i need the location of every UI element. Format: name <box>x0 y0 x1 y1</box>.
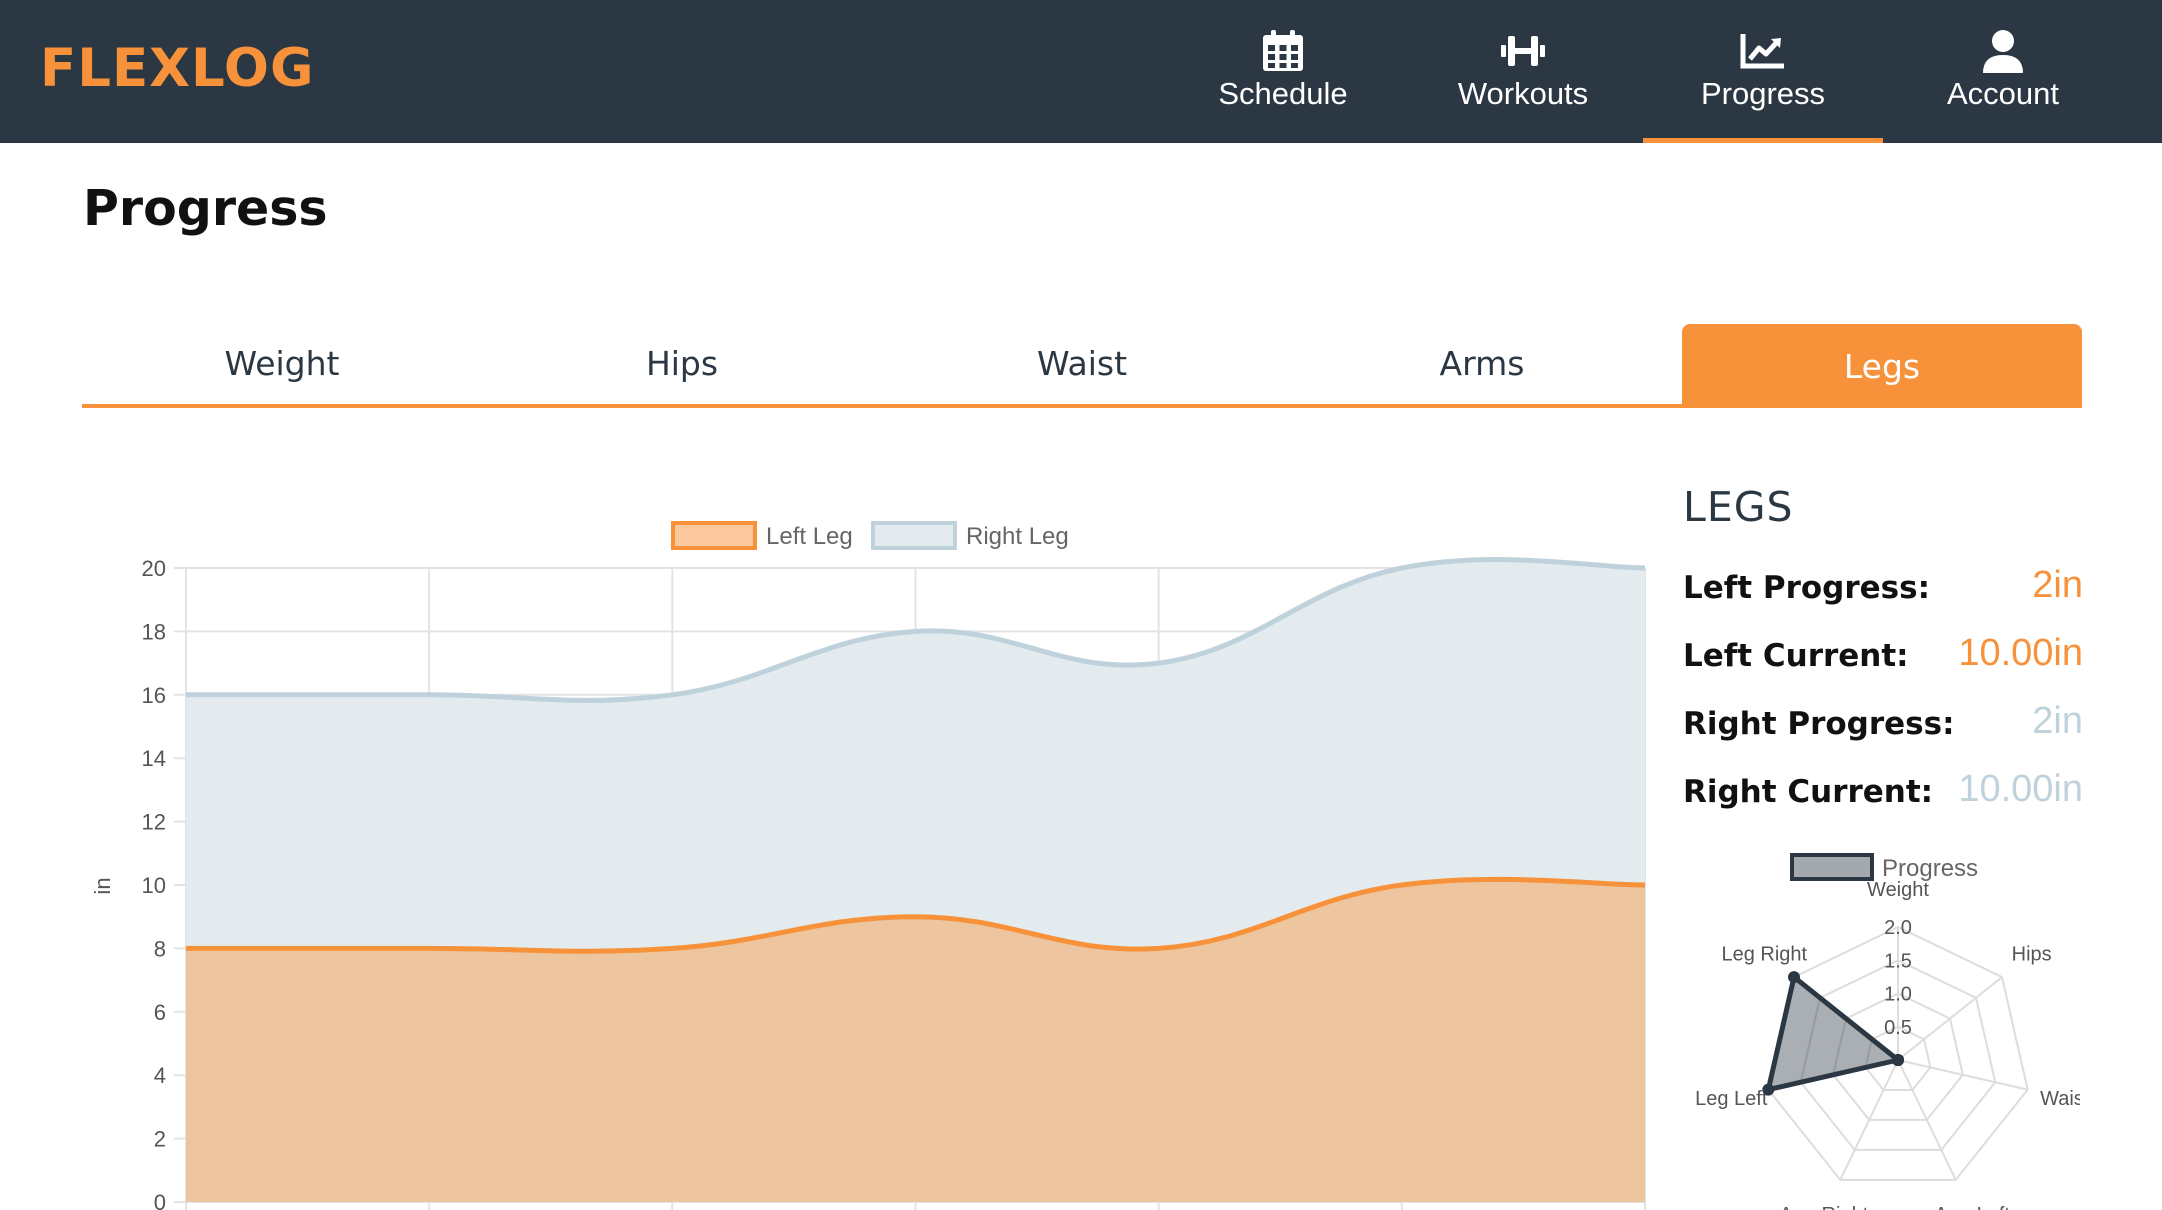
radar-tick-label: 1.0 <box>1884 984 1912 1006</box>
y-tick-label: 16 <box>142 683 166 708</box>
y-tick-label: 20 <box>142 556 166 581</box>
y-tick-label: 18 <box>142 619 166 644</box>
stat-right-current: Right Current: 10.00in <box>1683 768 2083 834</box>
tab-hips[interactable]: Hips <box>645 344 719 383</box>
y-axis-ticks: 0 2 4 6 8 10 12 14 16 18 20 <box>142 556 166 1210</box>
area-left-leg <box>186 879 1645 1202</box>
radar-point <box>1762 1083 1775 1096</box>
radar-scale-ticks: 0.5 1.0 1.5 2.0 <box>1884 917 1912 1039</box>
chart-line-icon <box>1740 34 1784 69</box>
radar-axis-label: Waist <box>2040 1088 2080 1110</box>
stat-right-progress: Right Progress: 2in <box>1683 700 2083 766</box>
nav-progress-label: Progress <box>1700 76 1826 111</box>
stat-value: 10.00in <box>1958 768 2083 810</box>
y-tick-label: 4 <box>154 1063 166 1088</box>
stat-left-current: Left Current: 10.00in <box>1683 632 2083 698</box>
stat-value: 10.00in <box>1958 632 2083 674</box>
calendar-icon <box>1263 30 1303 71</box>
legend-swatch-left-leg[interactable] <box>671 521 757 550</box>
radar-tick-label: 0.5 <box>1884 1017 1912 1039</box>
radar-ring <box>1832 992 1964 1121</box>
nav-workouts[interactable]: Workouts <box>1403 0 1643 143</box>
top-navbar: FLEXLOG Schedule Workouts <box>0 0 2162 143</box>
stat-value: 2in <box>2032 564 2083 606</box>
radar-axis-label: Arm Right <box>1779 1204 1868 1210</box>
y-tick-label: 12 <box>142 810 166 835</box>
y-tick-label: 8 <box>154 936 166 961</box>
y-axis-label: in <box>90 877 115 894</box>
line-left-leg <box>185 876 1646 954</box>
legend-swatch-right-leg[interactable] <box>871 521 957 550</box>
radar-spoke <box>1839 1059 1899 1181</box>
radar-ring <box>1799 959 1997 1151</box>
radar-ring <box>1864 1025 1932 1091</box>
legend-label-right-leg: Right Leg <box>966 523 1069 550</box>
legend-label-progress: Progress <box>1882 855 1978 882</box>
y-tick-label: 6 <box>154 1000 166 1025</box>
radar-axis-label: Arm Left <box>1934 1204 2010 1210</box>
page-title: Progress <box>83 180 328 237</box>
tab-weight[interactable]: Weight <box>224 344 340 383</box>
radar-tick-label: 2.0 <box>1884 917 1912 939</box>
tab-legs[interactable]: Legs <box>1682 324 2082 404</box>
stat-left-progress: Left Progress: 2in <box>1683 564 2083 630</box>
radar-points <box>1762 971 1904 1096</box>
nav-workouts-label: Workouts <box>1457 76 1589 111</box>
radar-axis-label: Leg Left <box>1695 1088 1768 1110</box>
progress-radar-chart: Progress Weight Hips Waist Arm Left Arm Righ… <box>1695 853 2080 1210</box>
radar-tick-label: 1.5 <box>1884 950 1912 972</box>
measurement-tabs: Weight Hips Waist Arms Legs <box>82 324 2082 408</box>
stat-label: Right Current: <box>1683 774 1934 810</box>
user-icon <box>1983 30 2023 73</box>
dumbbell-icon <box>1501 36 1545 66</box>
line-right-leg <box>185 557 1646 703</box>
radar-point <box>1788 971 1801 984</box>
radar-spoke <box>1897 976 2003 1061</box>
radar-point <box>1892 1054 1904 1066</box>
legs-summary-title: LEGS <box>1683 483 1794 531</box>
legend-swatch-progress[interactable] <box>1790 853 1874 881</box>
stat-label: Right Progress: <box>1683 706 1955 742</box>
brand-logo[interactable]: FLEXLOG <box>40 38 315 99</box>
nav-progress[interactable]: Progress <box>1643 0 1883 143</box>
stat-label: Left Progress: <box>1683 570 1930 606</box>
stat-value: 2in <box>2032 700 2083 742</box>
nav-account[interactable]: Account <box>1883 0 2123 143</box>
tab-arms[interactable]: Arms <box>1439 344 1525 383</box>
legs-line-chart: Left Leg Right Leg 0 2 4 6 8 10 12 14 16 18 20 in <box>90 521 1646 1210</box>
radar-axis-label: Weight <box>1867 879 1929 901</box>
y-tick-label: 2 <box>154 1127 166 1152</box>
radar-axis-label: Leg Right <box>1721 943 1807 965</box>
nav-account-label: Account <box>1946 76 2059 111</box>
y-tick-label: 14 <box>142 746 166 771</box>
nav-schedule-label: Schedule <box>1218 76 1348 111</box>
tab-waist[interactable]: Waist <box>1036 344 1128 383</box>
radar-progress-polygon <box>1765 974 1901 1093</box>
legend-label-left-leg: Left Leg <box>766 523 853 550</box>
radar-spoke <box>1897 1059 1957 1181</box>
radar-axis-labels: Weight Hips Waist Arm Left Arm Right Leg Left… <box>1695 879 2080 1210</box>
y-tick-label: 10 <box>142 873 166 898</box>
nav-schedule[interactable]: Schedule <box>1163 0 1403 143</box>
radar-spoke <box>1897 1059 2028 1091</box>
stat-label: Left Current: <box>1683 638 1909 674</box>
y-tick-label: 0 <box>154 1190 166 1210</box>
radar-axis-label: Hips <box>2012 943 2052 965</box>
